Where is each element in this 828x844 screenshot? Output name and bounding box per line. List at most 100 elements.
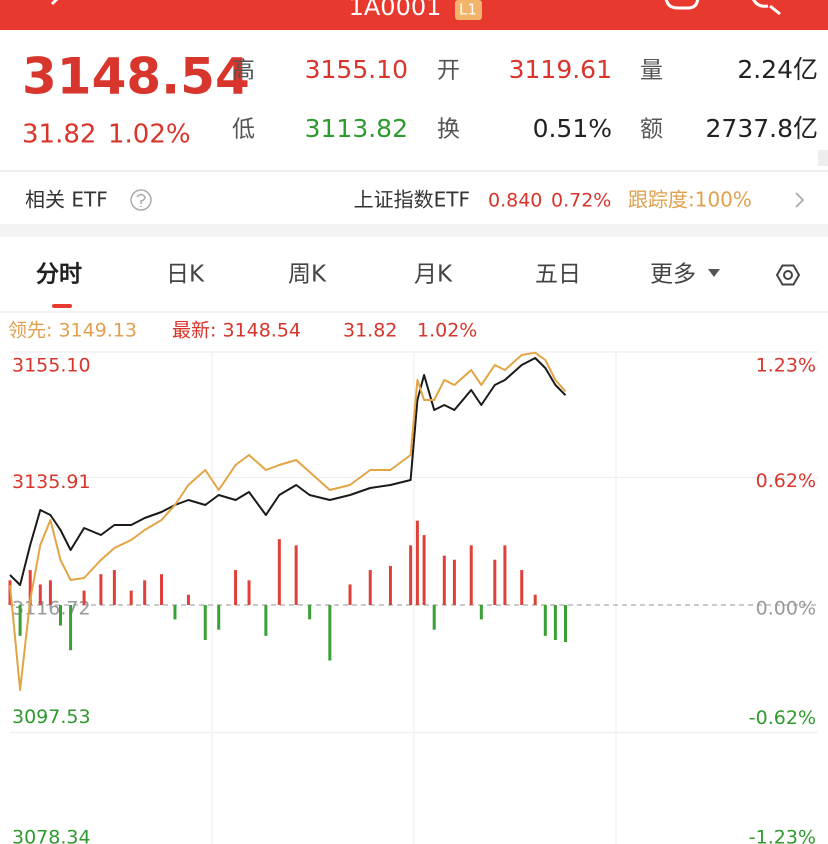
etf-change-pct: 0.72%	[551, 190, 611, 212]
stock-code: 1A0001	[349, 0, 442, 21]
bar	[469, 545, 473, 605]
bar	[18, 605, 22, 636]
bar	[520, 570, 524, 605]
bar	[422, 535, 426, 605]
back-button[interactable]	[50, 0, 62, 6]
change-pct: 1.02%	[108, 120, 191, 150]
tab[interactable]: 分时	[36, 262, 82, 288]
price: 3148.54	[22, 48, 250, 106]
bar	[112, 570, 116, 605]
bar	[503, 545, 507, 605]
high-label: 高	[232, 58, 255, 84]
level-badge-bg	[455, 0, 482, 20]
legend-change-pct: 1.02%	[417, 320, 477, 342]
bar	[48, 580, 52, 605]
etf-chevron[interactable]	[795, 192, 805, 208]
bar	[69, 605, 73, 651]
search-icon[interactable]	[752, 0, 781, 16]
bar	[38, 584, 42, 605]
bar	[247, 580, 251, 605]
price-line	[9, 351, 567, 691]
bar	[415, 520, 419, 605]
bar	[173, 605, 177, 620]
y2-tick-label: -1.23%	[749, 827, 816, 844]
bar	[82, 590, 86, 605]
etf-label: 相关 ETF	[25, 188, 108, 212]
y2-tick-label: 0.00%	[756, 598, 816, 620]
bar	[388, 565, 392, 605]
y-tick-label: 3135.91	[12, 471, 91, 493]
bar	[277, 539, 281, 605]
amount: 2737.8亿	[706, 114, 818, 143]
tab[interactable]: 月K	[414, 262, 453, 288]
etf-tracking: 跟踪度:100%	[628, 188, 752, 212]
bar	[234, 570, 238, 605]
bar	[264, 605, 268, 636]
open: 3119.61	[509, 55, 612, 84]
tab[interactable]: 五日	[535, 262, 581, 288]
bar	[452, 559, 456, 605]
bar	[432, 605, 436, 630]
bar	[160, 574, 163, 605]
legend-lead: 领先: 3149.13	[8, 320, 137, 342]
bar	[217, 605, 221, 630]
open-label: 开	[437, 58, 460, 84]
tab-indicator	[52, 304, 72, 308]
legend-latest: 最新: 3148.54	[172, 320, 301, 342]
spacer	[0, 224, 828, 237]
header-bar	[0, 0, 828, 30]
bar	[99, 574, 103, 605]
tab[interactable]: 周K	[288, 262, 327, 288]
bar	[186, 594, 190, 605]
bar	[533, 594, 537, 605]
settings-icon[interactable]	[775, 264, 801, 286]
change: 31.82	[22, 120, 96, 150]
bar	[328, 605, 332, 661]
help-icon[interactable]	[130, 189, 152, 211]
volume: 2.24亿	[737, 55, 818, 84]
turnover: 0.51%	[533, 114, 612, 143]
bar	[409, 545, 413, 605]
volume-label: 量	[640, 58, 663, 84]
bar	[543, 605, 547, 636]
high: 3155.10	[305, 55, 408, 84]
tab[interactable]: 更多	[650, 262, 696, 288]
bar	[143, 580, 147, 605]
more-arrow	[708, 269, 720, 277]
turnover-label: 换	[437, 117, 460, 143]
bar	[348, 584, 352, 605]
etf-name[interactable]: 上证指数ETF	[354, 188, 470, 212]
bar	[564, 605, 567, 643]
y-tick-label: 3097.53	[12, 706, 91, 728]
chart: 3155.103135.913116.723097.533078.341.23%…	[8, 351, 818, 844]
y2-tick-label: -0.62%	[749, 707, 816, 729]
bar	[294, 545, 298, 605]
low-label: 低	[232, 117, 255, 143]
help-glyph	[136, 193, 146, 207]
y-tick-label: 3155.10	[12, 355, 91, 377]
bar	[308, 605, 312, 620]
bar	[129, 590, 133, 605]
y2-tick-label: 0.62%	[756, 470, 816, 492]
share-icon[interactable]	[664, 0, 700, 10]
settings-icon-core	[783, 270, 793, 280]
amount-label: 额	[640, 117, 663, 143]
level-badge: L1	[459, 1, 477, 19]
bar	[368, 570, 372, 605]
bar	[59, 605, 62, 626]
tab[interactable]: 日K	[166, 262, 205, 288]
legend-change: 31.82	[343, 320, 397, 342]
scroll-hint	[818, 150, 828, 166]
y2-tick-label: 1.23%	[756, 355, 816, 377]
bar	[203, 605, 207, 640]
y-tick-label: 3078.34	[12, 827, 91, 844]
bar	[553, 605, 557, 640]
bar	[479, 605, 483, 620]
bar	[442, 555, 446, 605]
bar	[28, 570, 32, 605]
etf-price: 0.840	[488, 190, 542, 212]
price-line	[9, 357, 567, 586]
low: 3113.82	[305, 114, 408, 143]
